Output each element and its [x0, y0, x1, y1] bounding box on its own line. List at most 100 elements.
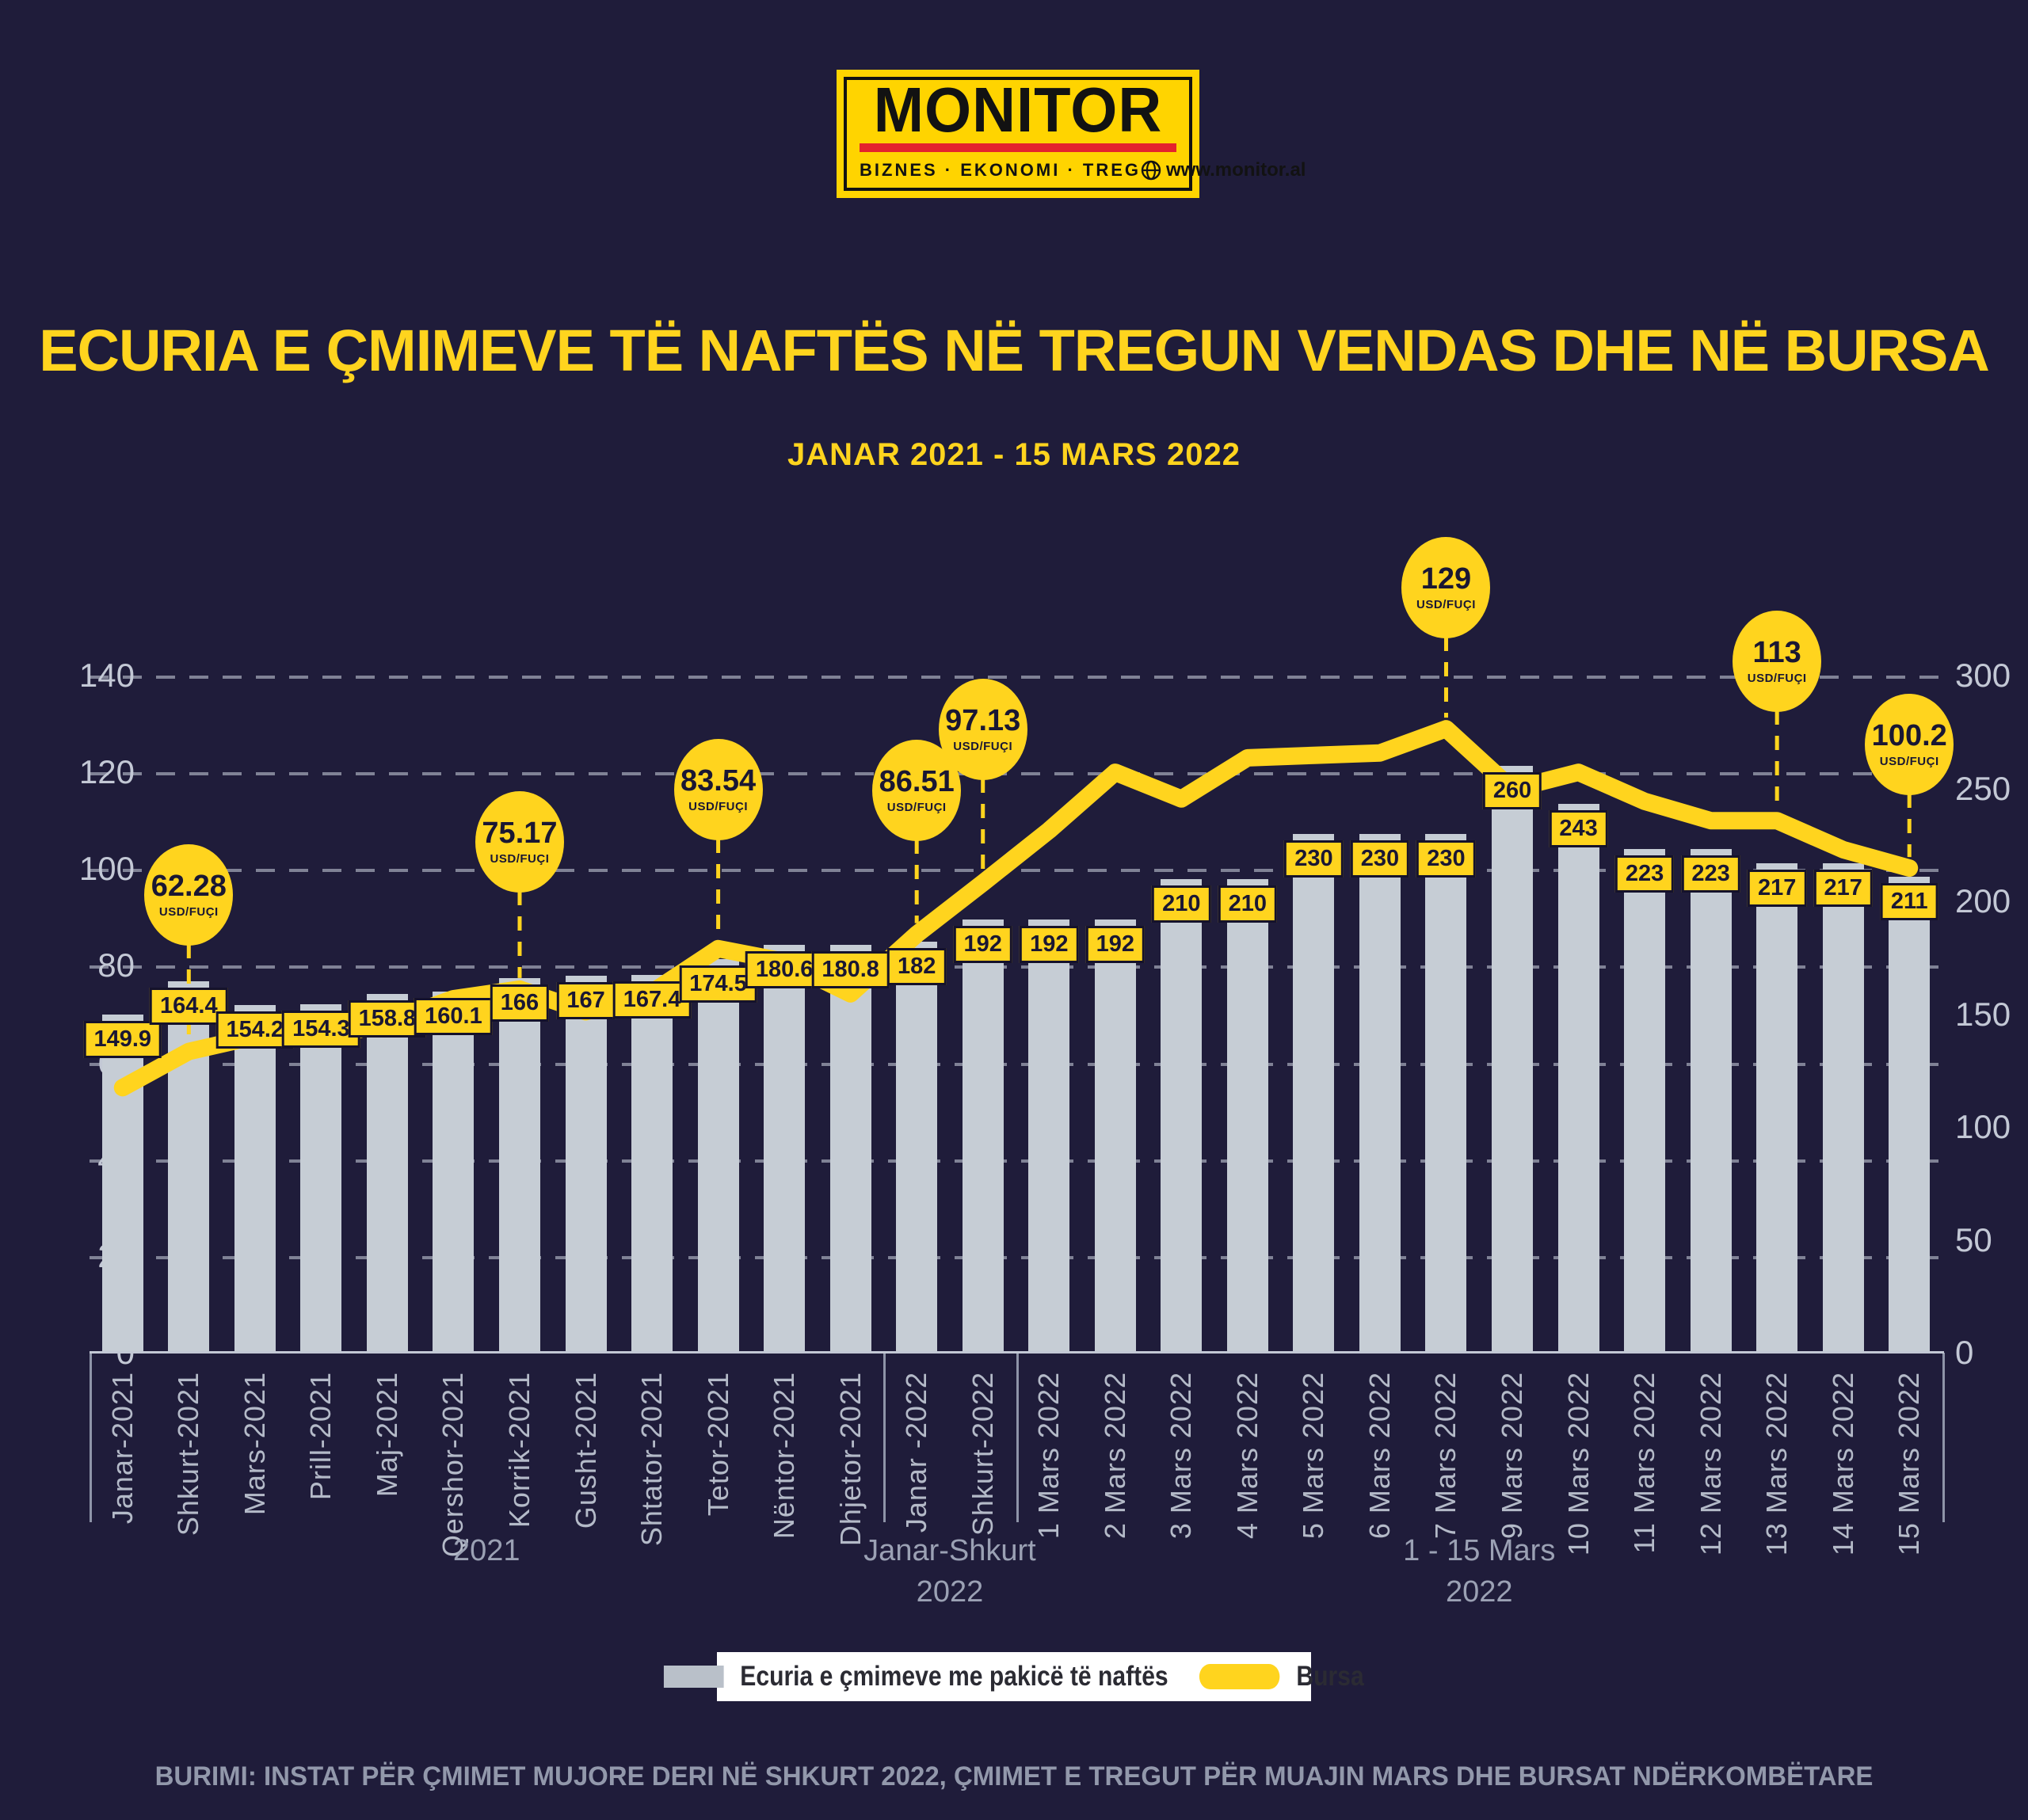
- callout-unit: USD/FUÇI: [886, 801, 947, 814]
- callout-value: 86.51: [879, 765, 955, 798]
- bar: [1690, 849, 1732, 1353]
- bar-value-label: 182: [886, 948, 947, 986]
- bar: [433, 991, 475, 1353]
- callout-bubble: 97.13 USD/FUÇI: [938, 679, 1027, 780]
- bar-value-label: 230: [1350, 840, 1410, 878]
- y-axis-right-tick: 50: [1955, 1220, 1992, 1258]
- group-label-line: 2021: [452, 1534, 520, 1567]
- bar: [764, 945, 806, 1353]
- bar-value-label: 230: [1416, 840, 1476, 878]
- y-axis-left-tick: 140: [78, 657, 135, 694]
- bar: [1161, 878, 1203, 1353]
- bar-value-label: 158.8: [348, 1000, 427, 1038]
- y-axis-left-tick: 100: [78, 850, 135, 888]
- chart-legend: Ecuria e çmimeve me pakicë të naftës Bur…: [664, 1652, 1364, 1701]
- legend-line-swatch: [1199, 1664, 1280, 1689]
- bar-value-label: 167.4: [612, 980, 692, 1019]
- bar-value-label: 223: [1681, 855, 1740, 893]
- bar: [1293, 833, 1335, 1353]
- bar-value-label: 260: [1482, 772, 1542, 809]
- bar-value-label: 192: [1020, 925, 1079, 963]
- bar-value-label: 243: [1549, 810, 1608, 848]
- page-title: ECURIA E ÇMIMEVE TË NAFTËS NË TREGUN VEN…: [39, 318, 1990, 383]
- bar: [234, 1004, 276, 1353]
- group-label: 1 - 15 Mars 2022: [1403, 1530, 1555, 1612]
- callout-unit: USD/FUÇI: [1416, 598, 1476, 611]
- callout-bubble: 113 USD/FUÇI: [1733, 611, 1822, 712]
- callout-unit: USD/FUÇI: [953, 740, 1013, 753]
- callout-value: 62.28: [151, 870, 227, 903]
- bar: [1889, 876, 1931, 1353]
- page-subtitle: JANAR 2021 - 15 MARS 2022: [787, 437, 1241, 472]
- y-axis-left-tick: 80: [97, 946, 135, 984]
- bar-value-label: 217: [1813, 869, 1873, 907]
- y-axis-right-tick: 250: [1955, 769, 2011, 807]
- gridline: [90, 965, 1942, 969]
- callout-unit: USD/FUÇI: [158, 905, 219, 919]
- bar-value-label: 167: [556, 982, 616, 1020]
- group-separator: [1016, 1353, 1019, 1522]
- callout-value: 75.17: [482, 817, 558, 850]
- bar: [1359, 833, 1401, 1353]
- callout-value: 129: [1420, 562, 1472, 596]
- callout-bubble: 129 USD/FUÇI: [1401, 537, 1491, 638]
- gridline: [90, 772, 1942, 776]
- axis-band-edge: [1942, 1353, 1945, 1522]
- bar-value-label: 211: [1880, 882, 1938, 920]
- bar-value-label: 166: [490, 984, 550, 1022]
- gridline: [90, 1062, 1942, 1066]
- group-label-line: 2022: [1445, 1575, 1513, 1609]
- bar: [962, 919, 1004, 1353]
- bar-value-label: 210: [1152, 885, 1211, 923]
- bar: [1492, 766, 1534, 1353]
- group-separator: [883, 1353, 886, 1522]
- bar: [829, 944, 871, 1353]
- source-note: BURIMI: INSTAT PËR ÇMIMET MUJORE DERI NË…: [154, 1761, 1874, 1791]
- logo-wordmark: MONITOR: [873, 75, 1163, 147]
- bar-value-label: 223: [1614, 855, 1675, 893]
- bar-value-label: 180.8: [811, 950, 890, 988]
- callout-unit: USD/FUÇI: [1879, 755, 1939, 768]
- logo-tagline: BIZNES · EKONOMI · TREG: [860, 159, 1141, 180]
- bar: [1557, 804, 1599, 1353]
- gridline: [90, 869, 1942, 873]
- callout-bubble: 83.54 USD/FUÇI: [673, 739, 763, 840]
- bar: [1028, 919, 1070, 1353]
- group-label: Janar-Shkurt 2022: [863, 1530, 1036, 1612]
- group-label-line: 2022: [916, 1575, 984, 1609]
- bar-value-label: 154.2: [215, 1011, 295, 1049]
- legend-bar-swatch: [664, 1666, 724, 1688]
- bar: [1094, 919, 1136, 1353]
- group-label: 2021: [453, 1530, 520, 1571]
- bar: [1756, 862, 1798, 1353]
- bar-value-label: 174.5: [679, 965, 757, 1003]
- legend-row: Ecuria e çmimeve me pakicë të naftës Bur…: [664, 1661, 1364, 1692]
- y-axis-right-tick: 150: [1955, 995, 2011, 1033]
- callout-unit: USD/FUÇI: [688, 800, 748, 813]
- y-axis-right-tick: 100: [1955, 1108, 2011, 1145]
- legend-bar-label: Ecuria e çmimeve me pakicë të naftës: [740, 1661, 1168, 1692]
- monitor-logo: MONITOR BIZNES · EKONOMI · TREG www.moni…: [837, 70, 1306, 198]
- callout-bubble: 62.28 USD/FUÇI: [144, 844, 234, 946]
- callout-unit: USD/FUÇI: [1747, 672, 1807, 685]
- group-label-line: Janar-Shkurt: [863, 1534, 1036, 1567]
- bar: [1822, 862, 1864, 1353]
- callout-value: 97.13: [945, 704, 1021, 737]
- callout-bubble: 75.17 USD/FUÇI: [475, 791, 564, 893]
- logo-website: www.monitor.al: [1141, 159, 1306, 181]
- bar-value-label: 230: [1284, 840, 1344, 878]
- logo-website-text: www.monitor.al: [1166, 158, 1306, 181]
- bar: [366, 994, 408, 1353]
- group-label-line: 1 - 15 Mars: [1403, 1534, 1556, 1567]
- bar: [565, 976, 607, 1353]
- gridline: [90, 1159, 1942, 1163]
- bar-value-label: 210: [1218, 885, 1278, 923]
- bar: [631, 974, 673, 1353]
- x-axis-line: [90, 1351, 1944, 1354]
- bar: [300, 1004, 342, 1353]
- bar: [1425, 833, 1467, 1353]
- bar: [1226, 878, 1268, 1353]
- y-axis-right-tick: 0: [1955, 1334, 1974, 1371]
- monitor-logo-frame: MONITOR BIZNES · EKONOMI · TREG www.moni…: [844, 75, 1306, 191]
